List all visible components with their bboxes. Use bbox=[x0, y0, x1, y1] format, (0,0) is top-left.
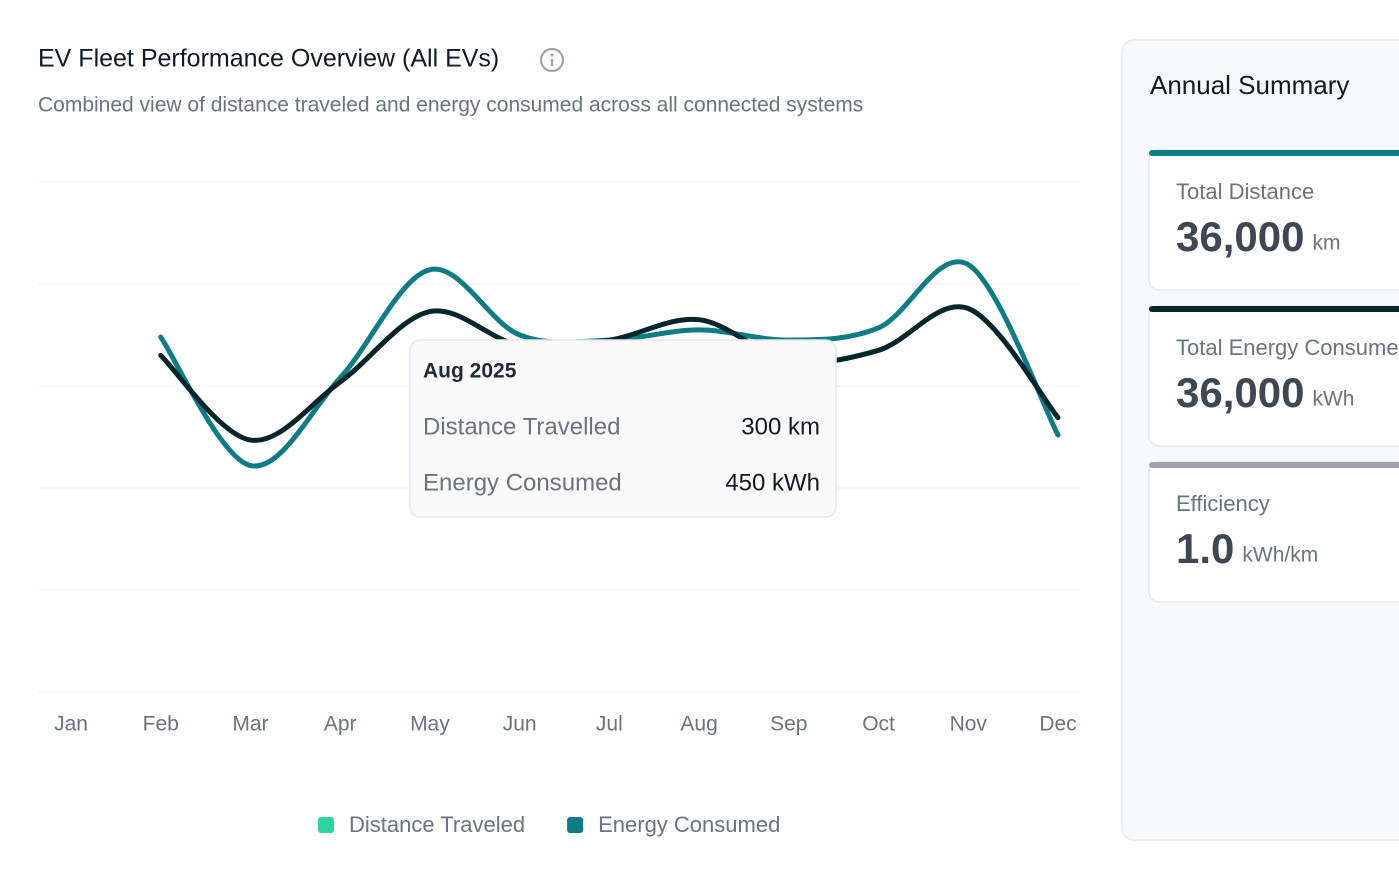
x-tick-label: Jun bbox=[503, 713, 537, 736]
x-tick-label: Dec bbox=[1039, 713, 1076, 736]
x-tick-label: Aug bbox=[680, 713, 717, 736]
card-accent bbox=[1149, 306, 1399, 312]
tooltip-label: Energy Consumed bbox=[423, 469, 622, 496]
tooltip-box bbox=[409, 339, 837, 518]
info-icon[interactable] bbox=[539, 47, 565, 73]
x-tick-label: Jul bbox=[596, 713, 623, 736]
chart-subtitle: Combined view of distance traveled and e… bbox=[38, 94, 863, 117]
card-unit: kWh bbox=[1312, 388, 1354, 411]
legend-swatch bbox=[567, 817, 584, 833]
tooltip-value: 300 km bbox=[741, 413, 820, 440]
card-accent bbox=[1149, 150, 1399, 156]
legend-label: Distance Traveled bbox=[349, 812, 525, 837]
tooltip-value: 450 kWh bbox=[725, 469, 820, 496]
legend-label: Energy Consumed bbox=[598, 812, 780, 837]
x-tick-label: Feb bbox=[143, 713, 179, 736]
x-tick-label: Apr bbox=[324, 713, 357, 736]
summary-panel: Annual Summary Total Distance 36,000 km Tot… bbox=[1121, 39, 1399, 841]
card-label: Efficiency bbox=[1176, 491, 1270, 516]
card-unit: kWh/km bbox=[1242, 544, 1318, 567]
card-accent bbox=[1149, 462, 1399, 468]
legend-swatch bbox=[318, 817, 334, 833]
tooltip-title: Aug 2025 bbox=[423, 360, 517, 383]
x-tick-label: Nov bbox=[950, 713, 988, 736]
card-value: 36,000 bbox=[1176, 369, 1304, 416]
x-tick-label: Mar bbox=[232, 713, 268, 736]
x-tick-label: Jan bbox=[54, 713, 88, 736]
x-tick-label: Sep bbox=[770, 713, 807, 736]
card-label: Total Energy Consumed bbox=[1176, 335, 1399, 360]
x-tick-label: Oct bbox=[862, 713, 895, 736]
card-unit: km bbox=[1312, 232, 1340, 255]
tooltip: Aug 2025 Distance Travelled 300 km Energ… bbox=[409, 339, 837, 518]
summary-title: Annual Summary bbox=[1150, 70, 1349, 100]
card-label: Total Distance bbox=[1176, 179, 1314, 204]
tooltip-label: Distance Travelled bbox=[423, 413, 620, 440]
card-value: 1.0 bbox=[1176, 525, 1234, 572]
chart-title: EV Fleet Performance Overview (All EVs) bbox=[38, 45, 499, 73]
x-tick-label: May bbox=[410, 713, 450, 736]
card-value: 36,000 bbox=[1176, 213, 1304, 260]
